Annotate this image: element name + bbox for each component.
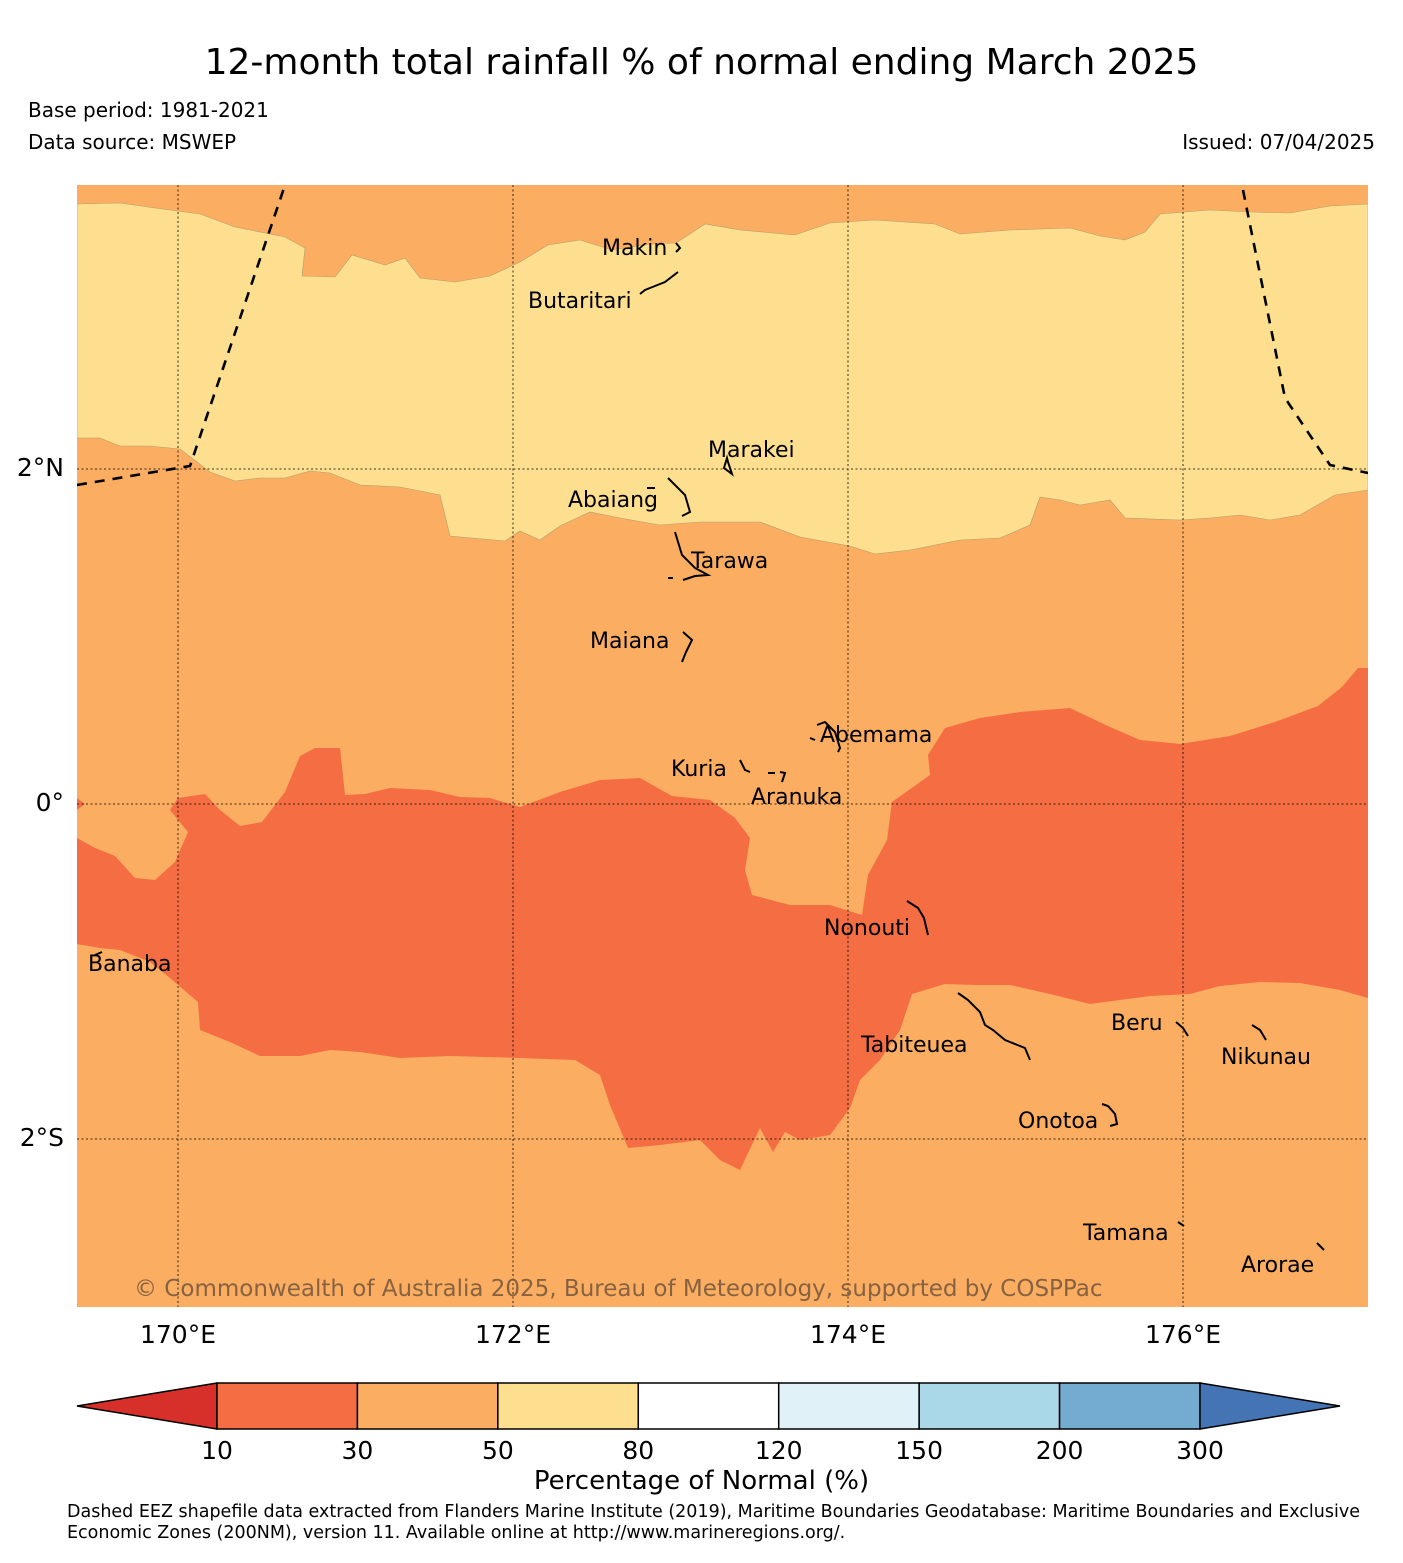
place-label: Marakei	[708, 438, 795, 463]
lon-label-172: 172°E	[474, 1320, 552, 1349]
lat-label-2n: 2°N	[16, 453, 64, 482]
place-label: Onotoa	[1018, 1109, 1099, 1134]
place-label: Abaiang	[568, 488, 658, 513]
place-label: Butaritari	[528, 289, 632, 314]
colorbar-bin	[777, 1382, 920, 1430]
footnote: Dashed EEZ shapefile data extracted from…	[67, 1502, 1360, 1543]
place-label: Makin	[602, 236, 668, 261]
copyright-notice: © Commonwealth of Australia 2025, Bureau…	[134, 1276, 1103, 1302]
colorbar-label: Percentage of Normal (%)	[533, 1466, 870, 1496]
colorbar-bin	[356, 1382, 499, 1430]
place-label: Beru	[1111, 1011, 1163, 1036]
colorbar-extend-high	[1199, 1382, 1341, 1430]
graticule	[77, 185, 1368, 1307]
lon-label-176: 176°E	[1144, 1320, 1222, 1349]
map-title: 12-month total rainfall % of normal endi…	[204, 42, 1199, 83]
place-label: Abemama	[820, 723, 933, 748]
colorbar-bin	[918, 1382, 1061, 1430]
colorbar-bin	[497, 1382, 640, 1430]
place-label: Banaba	[88, 952, 172, 977]
place-label: Aranuka	[751, 785, 843, 810]
colorbar-bin	[637, 1382, 780, 1430]
colorbar-tick-label: 300	[1176, 1436, 1224, 1465]
lat-label-2s: 2°S	[19, 1123, 64, 1152]
place-label: Tabiteuea	[861, 1033, 968, 1058]
lon-label-170: 170°E	[139, 1320, 217, 1349]
colorbar-tick-label: 80	[622, 1436, 655, 1465]
colorbar-extend-low	[76, 1382, 218, 1430]
place-label: Tamana	[1083, 1221, 1169, 1246]
lon-label-174: 174°E	[809, 1320, 887, 1349]
data-source: Data source: MSWEP	[28, 130, 237, 154]
region-10-30	[77, 668, 1368, 1170]
region-50-80	[77, 202, 1368, 555]
place-label: Arorae	[1241, 1253, 1315, 1278]
place-label: Kuria	[671, 757, 727, 782]
island-outlines	[94, 242, 1325, 1251]
lat-label-0: 0°	[35, 788, 64, 817]
colorbar-tick-label: 200	[1035, 1436, 1084, 1465]
colorbar-tick-label: 50	[481, 1436, 514, 1465]
eez-boundary	[77, 187, 1368, 487]
issued-date: Issued: 07/04/2025	[1182, 130, 1375, 154]
place-label: Tarawa	[691, 549, 769, 574]
rainfall-map	[77, 185, 1368, 1307]
colorbar-bin	[1058, 1382, 1201, 1430]
colorbar-tick-label: 30	[341, 1436, 374, 1465]
colorbar-bin	[216, 1382, 359, 1430]
place-label: Nonouti	[824, 916, 911, 941]
colorbar-tick-label: 150	[895, 1436, 943, 1465]
base-period: Base period: 1981-2021	[28, 98, 269, 122]
colorbar-tick-label: 120	[754, 1436, 803, 1465]
region-10-30-dot	[77, 798, 85, 810]
colorbar-tick-label: 10	[201, 1436, 233, 1465]
place-label: Maiana	[590, 629, 670, 654]
place-label: Nikunau	[1221, 1045, 1311, 1070]
